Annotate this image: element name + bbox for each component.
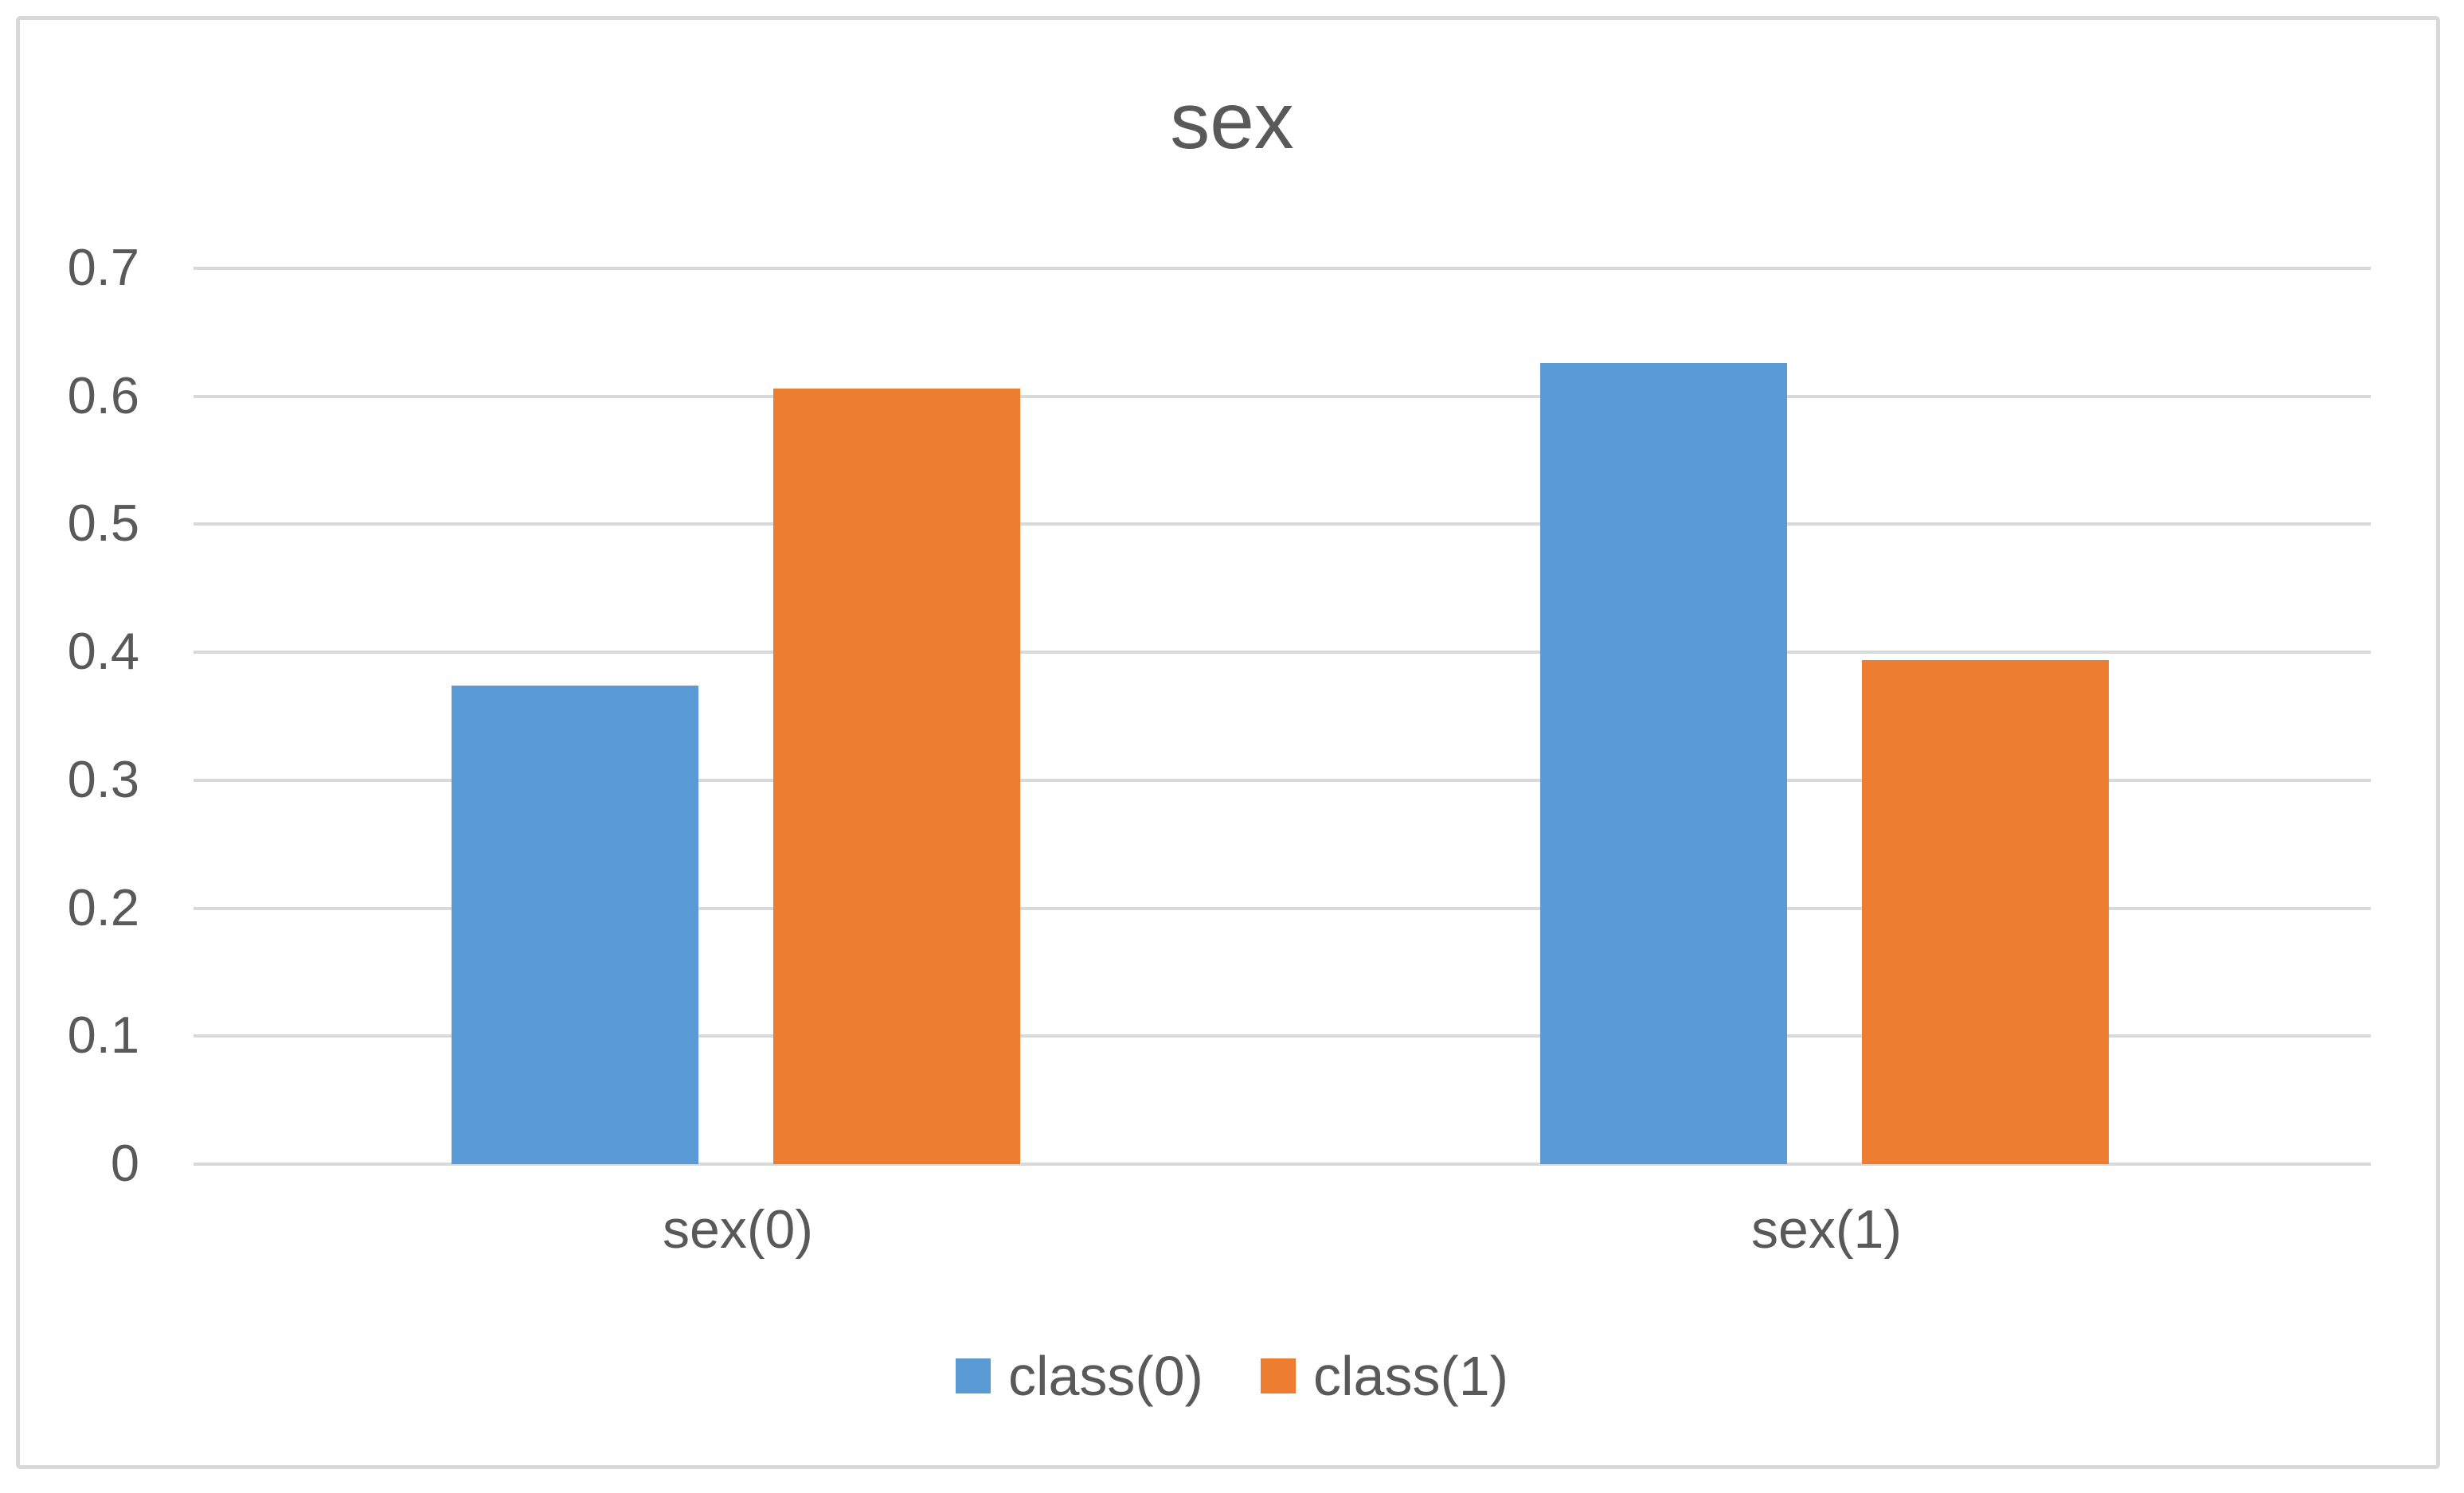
gridline	[194, 778, 2371, 782]
y-tick-label: 0.4	[67, 622, 139, 681]
legend-item-class1: class(1)	[1261, 1344, 1508, 1408]
gridline	[194, 651, 2371, 655]
bar-class0-sex0	[451, 685, 698, 1164]
gridline	[194, 1034, 2371, 1038]
bar-class0-sex1	[1539, 362, 1787, 1164]
legend-label-class0: class(0)	[1007, 1345, 1203, 1407]
x-axis-label-sex1: sex(1)	[1751, 1199, 1902, 1260]
x-axis-label-sex0: sex(0)	[663, 1199, 813, 1260]
y-tick-label: 0.5	[67, 494, 139, 553]
bar-class1-sex0	[772, 389, 1020, 1164]
y-tick-label: 0.3	[67, 749, 139, 808]
legend-swatch-class1-icon	[1261, 1358, 1296, 1393]
y-tick-label: 0.2	[67, 877, 139, 936]
gridline	[194, 906, 2371, 910]
legend-item-class0: class(0)	[955, 1344, 1203, 1408]
gridline	[194, 1163, 2371, 1166]
chart-title: sex	[1170, 76, 1294, 166]
bar-class1-sex1	[1861, 659, 2109, 1164]
y-tick-label: 0.7	[67, 238, 139, 296]
legend-swatch-class0-icon	[955, 1358, 991, 1393]
gridline	[194, 267, 2371, 270]
y-tick-label: 0.1	[67, 1006, 139, 1065]
y-tick-label: 0.6	[67, 365, 139, 424]
gridline	[194, 522, 2371, 526]
y-tick-label: 0	[110, 1134, 139, 1192]
legend: class(0) class(1)	[0, 1344, 2464, 1408]
gridline	[194, 394, 2371, 398]
legend-label-class1: class(1)	[1313, 1345, 1509, 1407]
